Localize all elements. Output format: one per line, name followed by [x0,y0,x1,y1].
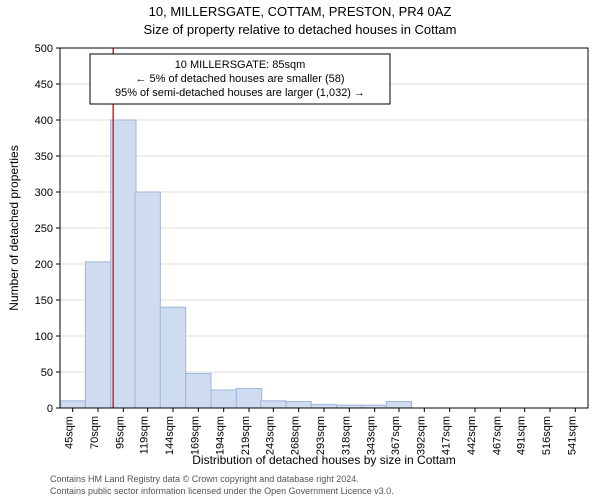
chart-title-line2: Size of property relative to detached ho… [144,22,457,37]
y-tick-label: 100 [35,331,53,343]
histogram-bar [111,120,136,408]
histogram-bar [135,192,160,408]
x-tick-label: 392sqm [415,416,427,455]
info-box-line: 95% of semi-detached houses are larger (… [115,87,365,99]
histogram-bar [85,262,110,408]
x-tick-label: 268sqm [290,416,302,455]
histogram-bar [60,401,85,408]
histogram-bar [236,389,261,408]
x-tick-label: 367sqm [390,416,402,455]
histogram-bar [186,373,211,408]
histogram-bar [261,401,286,408]
y-tick-label: 50 [41,367,53,379]
histogram-bar [311,404,336,408]
x-tick-label: 70sqm [89,416,101,449]
x-tick-label: 243sqm [264,416,276,455]
x-tick-label: 318sqm [340,416,352,455]
y-tick-label: 350 [35,151,53,163]
x-tick-label: 467sqm [491,416,503,455]
x-tick-label: 45sqm [64,416,76,449]
chart-container: 10, MILLERSGATE, COTTAM, PRESTON, PR4 0A… [0,0,600,500]
y-tick-label: 0 [47,403,53,415]
x-tick-label: 516sqm [541,416,553,455]
histogram-bar [211,390,236,408]
y-tick-label: 250 [35,223,53,235]
x-tick-label: 442sqm [466,416,478,455]
footer-line1: Contains HM Land Registry data © Crown c… [50,474,359,484]
x-tick-label: 417sqm [441,416,453,455]
x-tick-label: 541sqm [566,416,578,455]
info-box-line: 10 MILLERSGATE: 85sqm [175,59,306,71]
y-tick-label: 450 [35,79,53,91]
histogram-bar [286,402,311,408]
y-tick-label: 200 [35,259,53,271]
x-tick-label: 293sqm [315,416,327,455]
x-tick-label: 194sqm [215,416,227,455]
x-tick-label: 491sqm [516,416,528,455]
x-tick-label: 144sqm [164,416,176,455]
y-tick-label: 150 [35,295,53,307]
x-tick-label: 343sqm [366,416,378,455]
chart-title-line1: 10, MILLERSGATE, COTTAM, PRESTON, PR4 0A… [149,4,452,19]
x-tick-label: 95sqm [114,416,126,449]
info-box-line: ← 5% of detached houses are smaller (58) [135,73,344,85]
y-axis-label: Number of detached properties [7,145,21,310]
histogram-bar [160,307,185,408]
y-tick-label: 400 [35,115,53,127]
y-tick-label: 500 [35,43,53,55]
x-tick-label: 119sqm [139,416,151,454]
x-tick-label: 169sqm [189,416,201,455]
x-axis-label: Distribution of detached houses by size … [192,453,455,467]
y-tick-label: 300 [35,187,53,199]
x-tick-label: 219sqm [240,416,252,455]
histogram-bar [386,402,411,408]
chart-svg: 10, MILLERSGATE, COTTAM, PRESTON, PR4 0A… [0,0,600,500]
footer-line2: Contains public sector information licen… [50,486,394,496]
